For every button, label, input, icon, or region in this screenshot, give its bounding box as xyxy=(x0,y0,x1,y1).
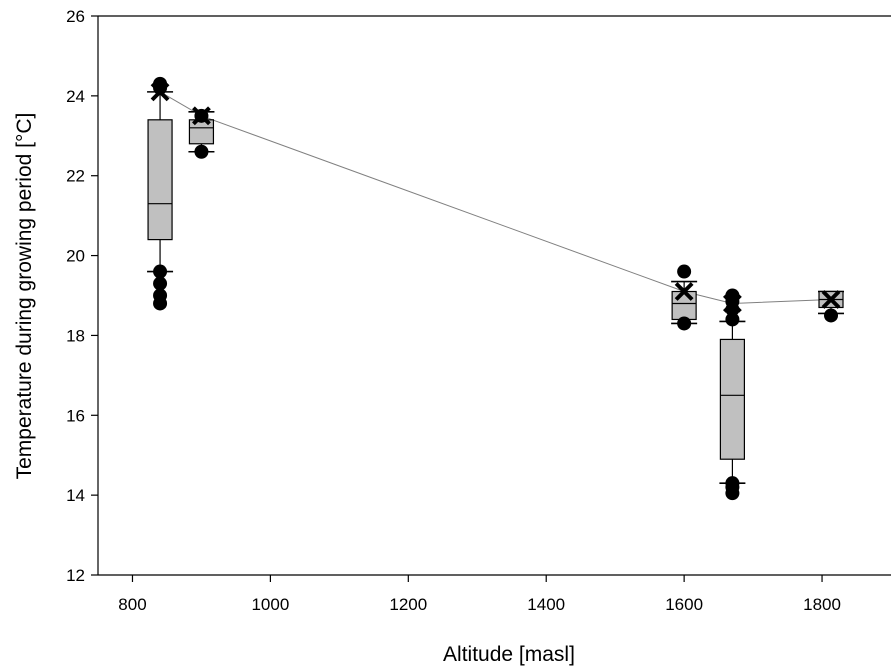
mean-marker-stroke xyxy=(821,290,841,309)
x-tick-label: 800 xyxy=(118,595,146,614)
plot-frame xyxy=(97,15,891,576)
x-tick-label: 1000 xyxy=(251,595,289,614)
box-plot xyxy=(188,106,215,159)
y-tick-label: 22 xyxy=(66,167,85,186)
x-tick-label: 1800 xyxy=(803,595,841,614)
box-plot xyxy=(719,288,746,501)
mean-line xyxy=(159,91,832,304)
mean-marker-stroke xyxy=(674,282,694,301)
mean-marker-stroke xyxy=(722,294,742,313)
y-tick-label: 24 xyxy=(66,87,85,106)
y-tick-label: 26 xyxy=(66,7,85,26)
box-iqr xyxy=(671,290,697,321)
mean-marker-stroke xyxy=(150,82,170,102)
mean-marker xyxy=(821,290,841,309)
outlier-point xyxy=(153,264,168,279)
y-tick-label: 16 xyxy=(66,406,85,425)
y-axis: 12 14 16 18 20 22 24 26 xyxy=(66,7,98,585)
outlier-point xyxy=(194,144,209,159)
y-tick-label: 14 xyxy=(66,486,85,505)
box-plot xyxy=(147,76,174,311)
mean-line-path xyxy=(159,91,832,304)
mean-marker xyxy=(722,294,742,313)
box-plot xyxy=(671,264,698,331)
mean-marker xyxy=(674,282,694,301)
mean-marker xyxy=(150,82,170,102)
outlier-point xyxy=(153,296,168,311)
boxes xyxy=(147,76,845,501)
x-tick-label: 1200 xyxy=(389,595,427,614)
outlier-point xyxy=(824,308,839,323)
box-iqr xyxy=(719,338,746,460)
outlier-point xyxy=(677,264,692,279)
box-iqr xyxy=(147,119,173,241)
x-axis-label: Altitude [masl] xyxy=(443,643,575,666)
y-tick-label: 20 xyxy=(66,247,85,266)
outlier-point xyxy=(677,316,692,331)
mean-marker-stroke xyxy=(192,106,211,126)
outlier-point xyxy=(725,486,740,501)
x-axis: 800 1000 1200 1400 1600 1800 xyxy=(118,575,841,614)
x-tick-label: 1400 xyxy=(527,595,565,614)
y-tick-label: 18 xyxy=(66,326,85,345)
outlier-point xyxy=(725,312,740,327)
box-plot xyxy=(818,290,845,323)
y-tick-label: 12 xyxy=(66,566,85,585)
outlier-point xyxy=(153,80,168,95)
mean-marker xyxy=(192,106,211,126)
outlier-point xyxy=(153,276,168,291)
x-tick-label: 1600 xyxy=(665,595,703,614)
y-axis-label: Temperature during growing period [°C] xyxy=(13,113,36,480)
